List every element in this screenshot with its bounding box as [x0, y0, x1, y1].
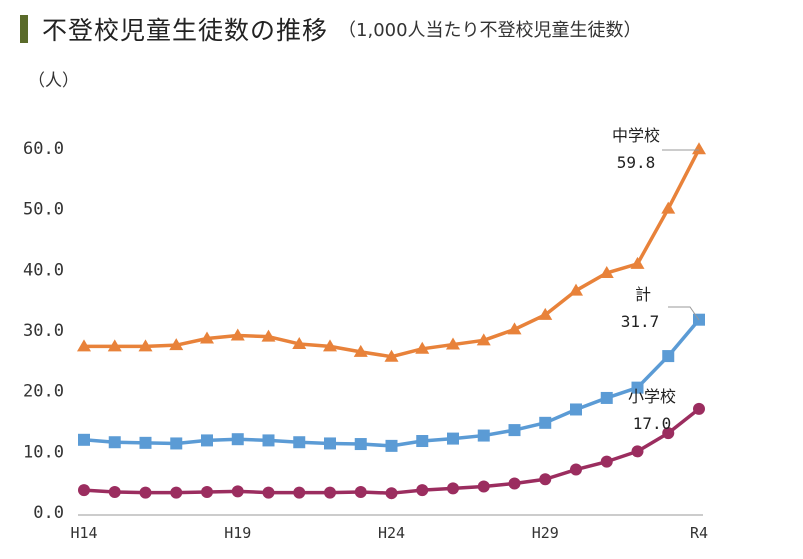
x-axis-ticks: H14 H19 H24 H29 R4 [70, 524, 708, 542]
y-unit-label: （人） [28, 71, 79, 91]
data-point-circle [170, 486, 183, 499]
data-point-square [539, 416, 552, 429]
data-point-square [354, 438, 367, 451]
series-value-label: 59.8 [617, 153, 656, 172]
series-value-label: 17.0 [633, 414, 672, 433]
y-tick-label: 0.0 [33, 503, 64, 523]
data-point-triangle [599, 265, 614, 278]
series-name-label: 計 [635, 285, 651, 304]
y-tick-label: 60.0 [23, 139, 64, 159]
data-point-circle [600, 455, 613, 468]
data-point-triangle [507, 322, 522, 335]
data-point-square [477, 429, 490, 442]
data-point-circle [293, 486, 306, 499]
data-point-circle [262, 486, 275, 499]
y-tick-label: 40.0 [23, 260, 64, 280]
data-point-triangle [169, 338, 184, 351]
series-name-label: 小学校 [628, 387, 676, 406]
data-point-triangle [661, 201, 676, 214]
data-point-triangle [692, 142, 706, 155]
annotation-2: 小学校 17.0 [628, 387, 676, 433]
series-0 [77, 142, 706, 362]
data-point-circle [508, 477, 521, 490]
data-point-circle [231, 485, 244, 498]
data-point-triangle [446, 337, 460, 350]
x-tick-label: H19 [224, 524, 251, 542]
data-point-triangle [261, 329, 276, 342]
chart-title: 不登校児童生徒数の推移 [42, 16, 329, 45]
title-marker [20, 15, 28, 43]
series-1 [78, 313, 705, 452]
data-point-square [447, 432, 459, 445]
y-axis-labels: 0.0 10.0 20.0 30.0 40.0 50.0 60.0 [23, 139, 64, 523]
y-tick-label: 20.0 [23, 382, 64, 402]
data-point-circle [539, 473, 552, 486]
data-point-square [570, 403, 582, 416]
data-point-triangle [415, 341, 430, 354]
series-layer [77, 142, 706, 500]
data-point-square [231, 433, 244, 446]
data-point-triangle [353, 344, 368, 357]
data-point-circle [447, 482, 459, 495]
data-point-square [508, 424, 521, 437]
data-point-square [324, 437, 336, 450]
x-tick-label: H29 [532, 524, 559, 542]
data-point-triangle [630, 256, 645, 269]
chart-title-bar: 不登校児童生徒数の推移 （1,000人当たり不登校児童生徒数） [20, 14, 642, 45]
data-point-circle [108, 485, 121, 498]
annotation-leader [668, 306, 700, 321]
data-point-circle [385, 487, 398, 500]
data-point-square [416, 435, 429, 448]
series-name-label: 中学校 [612, 126, 660, 145]
y-tick-label: 50.0 [23, 200, 64, 220]
annotation-1: 計 31.7 [621, 285, 700, 331]
annotation-0: 中学校 59.8 [612, 126, 699, 172]
data-point-circle [201, 485, 213, 498]
data-point-square [78, 433, 90, 446]
data-point-circle [139, 486, 152, 499]
data-point-square [600, 391, 613, 404]
data-point-triangle [384, 349, 399, 362]
series-2 [78, 402, 705, 500]
data-point-triangle [569, 283, 583, 296]
data-point-square [201, 434, 213, 447]
data-point-square [108, 436, 121, 449]
data-point-circle [324, 486, 336, 499]
series-line [84, 148, 701, 359]
y-tick-label: 10.0 [23, 442, 64, 462]
annotation-layer: 中学校 59.8 計 31.7 小学校 17.0 [612, 126, 700, 433]
data-point-square [139, 436, 152, 449]
data-point-triangle [230, 328, 245, 341]
data-point-triangle [538, 307, 553, 320]
data-point-square [385, 439, 398, 452]
data-point-square [262, 434, 275, 447]
chart-subtitle: （1,000人当たり不登校児童生徒数） [338, 20, 642, 41]
data-point-circle [354, 485, 367, 498]
data-point-square [170, 437, 183, 450]
data-point-triangle [77, 339, 91, 352]
data-point-square [293, 436, 306, 449]
data-point-circle [662, 427, 675, 440]
x-tick-label: H14 [70, 524, 97, 542]
series-value-label: 31.7 [621, 312, 660, 331]
data-point-triangle [107, 339, 122, 352]
data-point-triangle [292, 336, 307, 349]
data-point-circle [78, 484, 90, 497]
data-point-circle [693, 402, 705, 415]
data-point-square [631, 381, 644, 394]
x-tick-label: H24 [378, 524, 405, 542]
data-point-circle [570, 463, 582, 476]
data-point-triangle [138, 339, 153, 352]
data-point-circle [631, 445, 644, 458]
data-point-circle [477, 480, 490, 493]
data-point-circle [416, 484, 429, 497]
data-point-square [662, 350, 675, 363]
x-tick-label: R4 [690, 524, 708, 542]
data-point-triangle [476, 333, 491, 346]
y-tick-label: 30.0 [23, 321, 64, 341]
data-point-triangle [200, 331, 214, 344]
data-point-triangle [323, 339, 337, 352]
